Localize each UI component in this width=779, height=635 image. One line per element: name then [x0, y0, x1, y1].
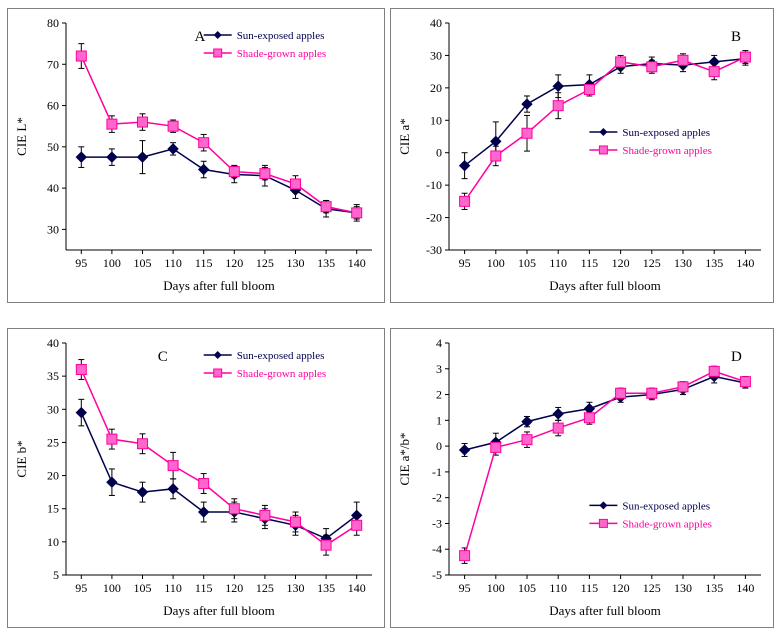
svg-text:40: 40 — [430, 16, 442, 30]
svg-text:30: 30 — [430, 48, 442, 62]
svg-text:-5: -5 — [432, 568, 442, 582]
svg-text:115: 115 — [581, 256, 599, 270]
svg-text:-4: -4 — [432, 542, 442, 556]
svg-text:115: 115 — [581, 581, 599, 595]
svg-text:120: 120 — [612, 256, 630, 270]
svg-text:120: 120 — [612, 581, 630, 595]
svg-text:140: 140 — [736, 256, 754, 270]
svg-text:110: 110 — [164, 256, 182, 270]
svg-text:-2: -2 — [432, 491, 442, 505]
legend-label: Shade-grown apples — [622, 145, 712, 157]
chart-panel-B: -30 -20 -10 0 10 20 30 40 95 100 105 110 115 120 125 13… — [390, 8, 774, 303]
svg-text:40: 40 — [47, 181, 59, 195]
svg-text:135: 135 — [705, 581, 723, 595]
svg-text:110: 110 — [164, 581, 182, 595]
legend-label: Shade-grown apples — [237, 48, 327, 60]
x-axis-label: Days after full bloom — [549, 278, 661, 293]
svg-text:105: 105 — [134, 581, 152, 595]
legend-label: Shade-grown apples — [622, 518, 712, 530]
svg-text:-1: -1 — [432, 465, 442, 479]
svg-text:115: 115 — [195, 256, 213, 270]
svg-text:125: 125 — [643, 581, 661, 595]
svg-text:4: 4 — [436, 336, 442, 350]
svg-text:130: 130 — [287, 256, 305, 270]
svg-text:50: 50 — [47, 140, 59, 154]
svg-text:-3: -3 — [432, 516, 442, 530]
svg-text:20: 20 — [47, 469, 59, 483]
svg-text:110: 110 — [549, 256, 567, 270]
panel-letter: D — [731, 349, 742, 365]
svg-text:-10: -10 — [426, 178, 442, 192]
svg-text:100: 100 — [487, 256, 505, 270]
svg-text:125: 125 — [643, 256, 661, 270]
x-axis-label: Days after full bloom — [549, 603, 661, 618]
svg-text:95: 95 — [459, 581, 471, 595]
svg-text:0: 0 — [436, 439, 442, 453]
panel-letter: A — [195, 29, 206, 45]
svg-text:95: 95 — [75, 256, 87, 270]
svg-text:120: 120 — [225, 581, 243, 595]
svg-text:20: 20 — [430, 81, 442, 95]
svg-text:100: 100 — [103, 256, 121, 270]
svg-text:140: 140 — [348, 256, 366, 270]
svg-text:140: 140 — [348, 581, 366, 595]
svg-text:115: 115 — [195, 581, 213, 595]
svg-text:110: 110 — [549, 581, 567, 595]
svg-text:15: 15 — [47, 502, 59, 516]
svg-text:-20: -20 — [426, 211, 442, 225]
svg-text:10: 10 — [430, 113, 442, 127]
svg-text:2: 2 — [436, 388, 442, 402]
svg-text:1: 1 — [436, 413, 442, 427]
legend-label: Sun-exposed apples — [622, 127, 710, 139]
y-axis-label: CIE a*/b* — [397, 432, 412, 485]
x-axis-label: Days after full bloom — [163, 278, 275, 293]
x-axis-label: Days after full bloom — [163, 603, 275, 618]
panel-letter: C — [158, 349, 168, 365]
svg-text:130: 130 — [287, 581, 305, 595]
svg-text:135: 135 — [317, 581, 335, 595]
svg-text:130: 130 — [674, 256, 692, 270]
svg-text:100: 100 — [103, 581, 121, 595]
svg-text:100: 100 — [487, 581, 505, 595]
svg-text:120: 120 — [225, 256, 243, 270]
chart-panel-D: -5 -4 -3 -2 -1 0 1 2 3 4 95 100 105 110 115 120 125 130 13… — [390, 328, 774, 628]
legend-label: Sun-exposed apples — [237, 350, 325, 362]
legend-label: Sun-exposed apples — [622, 500, 710, 512]
svg-text:140: 140 — [736, 581, 754, 595]
panel-letter: B — [731, 29, 741, 45]
svg-text:135: 135 — [317, 256, 335, 270]
svg-text:30: 30 — [47, 222, 59, 236]
svg-text:70: 70 — [47, 57, 59, 71]
svg-text:105: 105 — [518, 256, 536, 270]
svg-text:125: 125 — [256, 581, 274, 595]
y-axis-label: CIE a* — [397, 118, 412, 154]
svg-text:0: 0 — [436, 146, 442, 160]
svg-text:60: 60 — [47, 99, 59, 113]
svg-text:35: 35 — [47, 369, 59, 383]
svg-text:5: 5 — [53, 568, 59, 582]
svg-text:-30: -30 — [426, 243, 442, 257]
legend-label: Sun-exposed apples — [237, 30, 325, 42]
chart-panel-A: 30 40 50 60 70 80 95 100 105 110 115 120 125 130 135 14… — [7, 8, 385, 303]
svg-text:95: 95 — [75, 581, 87, 595]
svg-text:25: 25 — [47, 435, 59, 449]
svg-text:105: 105 — [134, 256, 152, 270]
svg-text:125: 125 — [256, 256, 274, 270]
svg-text:105: 105 — [518, 581, 536, 595]
legend-label: Shade-grown apples — [237, 368, 327, 380]
chart-panel-C: 5 10 15 20 25 30 35 40 95 100 105 110 115 120 125 130 13… — [7, 328, 385, 628]
svg-text:95: 95 — [459, 256, 471, 270]
y-axis-label: CIE b* — [14, 440, 29, 477]
svg-text:130: 130 — [674, 581, 692, 595]
svg-text:40: 40 — [47, 336, 59, 350]
svg-text:135: 135 — [705, 256, 723, 270]
y-axis-label: CIE L* — [14, 117, 29, 156]
svg-text:30: 30 — [47, 402, 59, 416]
svg-text:10: 10 — [47, 535, 59, 549]
svg-text:3: 3 — [436, 362, 442, 376]
svg-text:80: 80 — [47, 16, 59, 30]
